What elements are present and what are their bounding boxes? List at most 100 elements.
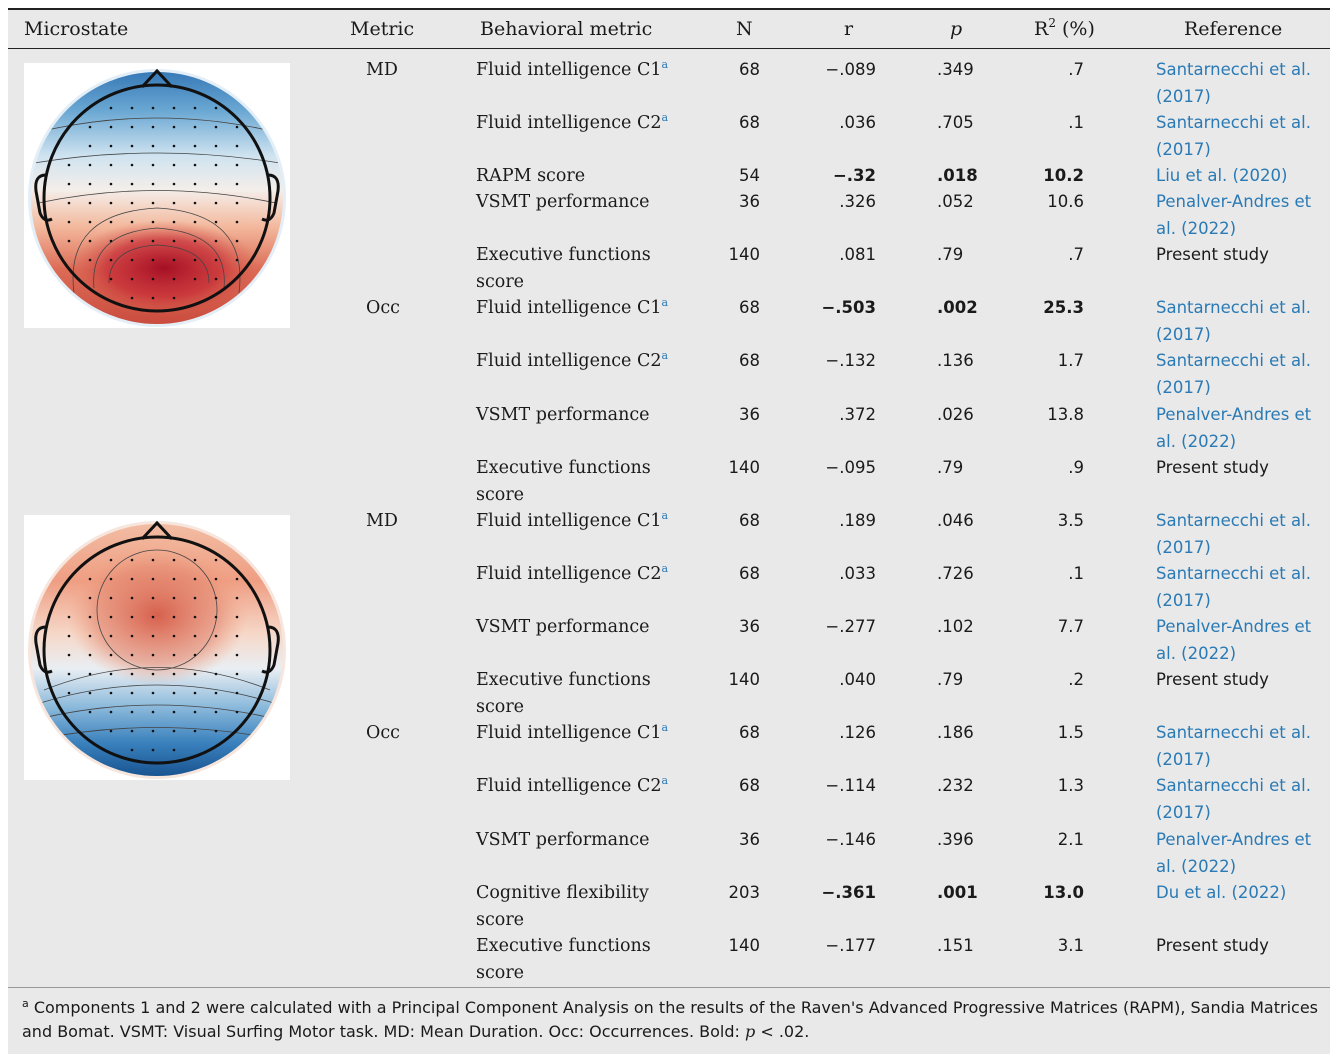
electrode-dot: [151, 672, 155, 676]
reference-link[interactable]: Santarnecchi et al. (2017): [1156, 351, 1311, 397]
n-cell: 36: [739, 830, 760, 849]
r2-cell: 3.1: [1057, 936, 1084, 955]
electrode-dot: [151, 729, 155, 733]
electrode-dot: [235, 201, 239, 205]
electrode-dot: [193, 710, 197, 714]
electrode-dot: [172, 201, 176, 205]
electrode-dot: [235, 710, 239, 714]
reference-link[interactable]: Santarnecchi et al. (2017): [1156, 113, 1311, 159]
p-cell: .186: [937, 723, 974, 742]
electrode-dot: [130, 710, 134, 714]
r-cell: .372: [839, 405, 876, 424]
reference-link[interactable]: Santarnecchi et al. (2017): [1156, 60, 1311, 106]
p-cell: .102: [937, 617, 974, 636]
electrode-dot: [151, 239, 155, 243]
footnote-marker-link[interactable]: a: [661, 296, 669, 309]
n-cell: 68: [739, 776, 760, 795]
reference-link[interactable]: Penalver-Andres et al. (2022): [1156, 617, 1312, 663]
electrode-dot: [109, 201, 113, 205]
electrode-dot: [109, 615, 113, 619]
electrode-dot: [130, 653, 134, 657]
electrode-dot: [172, 596, 176, 600]
electrode-dot: [109, 258, 113, 262]
n-cell: 68: [739, 298, 760, 317]
r2-cell: 7.7: [1057, 617, 1084, 636]
reference-link[interactable]: Santarnecchi et al. (2017): [1156, 564, 1311, 610]
reference-link[interactable]: Santarnecchi et al. (2017): [1156, 723, 1311, 769]
r-cell: .036: [839, 113, 876, 132]
electrode-dot: [130, 296, 134, 300]
electrode-dot: [109, 144, 113, 148]
electrode-dot: [109, 106, 113, 110]
p-cell: .79: [937, 245, 964, 264]
electrode-dot: [151, 258, 155, 262]
footnote-marker-link[interactable]: a: [661, 349, 669, 362]
electrode-dot: [235, 634, 239, 638]
reference-link[interactable]: Penalver-Andres et al. (2022): [1156, 830, 1312, 876]
electrode-dot: [214, 106, 218, 110]
electrode-dot: [214, 634, 218, 638]
electrode-dot: [151, 296, 155, 300]
electrode-dot: [193, 596, 197, 600]
reference-link[interactable]: Santarnecchi et al. (2017): [1156, 298, 1311, 344]
electrode-dot: [151, 163, 155, 167]
r-cell: −.132: [825, 351, 876, 370]
reference-link[interactable]: Penalver-Andres et al. (2022): [1156, 192, 1312, 238]
electrode-dot: [130, 182, 134, 186]
footnote-marker-link[interactable]: a: [661, 58, 669, 71]
footnote-marker-link[interactable]: a: [661, 111, 669, 124]
electrode-dot: [214, 691, 218, 695]
electrode-dot: [109, 634, 113, 638]
footnote-marker-link[interactable]: a: [661, 562, 669, 575]
electrode-dot: [172, 125, 176, 129]
electrode-dot: [151, 558, 155, 562]
reference-link[interactable]: Santarnecchi et al. (2017): [1156, 511, 1311, 557]
r-cell: .126: [839, 723, 876, 742]
electrode-dot: [235, 220, 239, 224]
electrode-dot: [109, 577, 113, 581]
behavioral-metric-cell: Fluid intelligence C2a: [476, 562, 669, 584]
reference-link[interactable]: Penalver-Andres et al. (2022): [1156, 405, 1312, 451]
behavioral-metric-cell: Fluid intelligence C1a: [476, 721, 669, 743]
electrode-dot: [151, 596, 155, 600]
reference-text: Present study: [1156, 670, 1269, 689]
footnote-marker-link[interactable]: a: [661, 774, 669, 787]
electrode-dot: [193, 182, 197, 186]
r-cell: .040: [839, 670, 876, 689]
n-cell: 54: [739, 166, 760, 185]
footnote-marker-link[interactable]: a: [661, 721, 669, 734]
electrode-dot: [214, 729, 218, 733]
behavioral-metric-cell: Fluid intelligence C2a: [476, 774, 669, 796]
electrode-dot: [151, 182, 155, 186]
electrode-dot: [109, 163, 113, 167]
electrode-dot: [172, 748, 176, 752]
electrode-dot: [235, 596, 239, 600]
electrode-dot: [172, 163, 176, 167]
electrode-dot: [172, 615, 176, 619]
reference-text: Present study: [1156, 245, 1269, 264]
r2-cell: .1: [1068, 113, 1084, 132]
table-footnote: a Components 1 and 2 were calculated wit…: [8, 988, 1330, 1054]
p-cell: .726: [937, 564, 974, 583]
header-p: p: [950, 18, 963, 40]
r-cell: −.32: [832, 166, 876, 185]
header-reference: Reference: [1184, 18, 1283, 40]
footnote-marker-link[interactable]: a: [661, 509, 669, 522]
electrode-dot: [67, 615, 71, 619]
results-table: Microstate Metric Behavioral metric N r …: [8, 8, 1330, 988]
electrode-dot: [109, 596, 113, 600]
electrode-dot: [88, 596, 92, 600]
electrode-dot: [214, 653, 218, 657]
electrode-dot: [88, 710, 92, 714]
electrode-dot: [214, 182, 218, 186]
header-metric: Metric: [350, 18, 415, 40]
reference-link[interactable]: Santarnecchi et al. (2017): [1156, 776, 1311, 822]
header-r2: R2 (%): [1034, 16, 1095, 40]
r2-cell: .9: [1068, 458, 1084, 477]
electrode-dot: [151, 710, 155, 714]
electrode-dot: [130, 125, 134, 129]
reference-link[interactable]: Du et al. (2022): [1156, 883, 1287, 902]
electrode-dot: [109, 710, 113, 714]
r-cell: −.089: [825, 60, 876, 79]
reference-link[interactable]: Liu et al. (2020): [1156, 166, 1288, 185]
